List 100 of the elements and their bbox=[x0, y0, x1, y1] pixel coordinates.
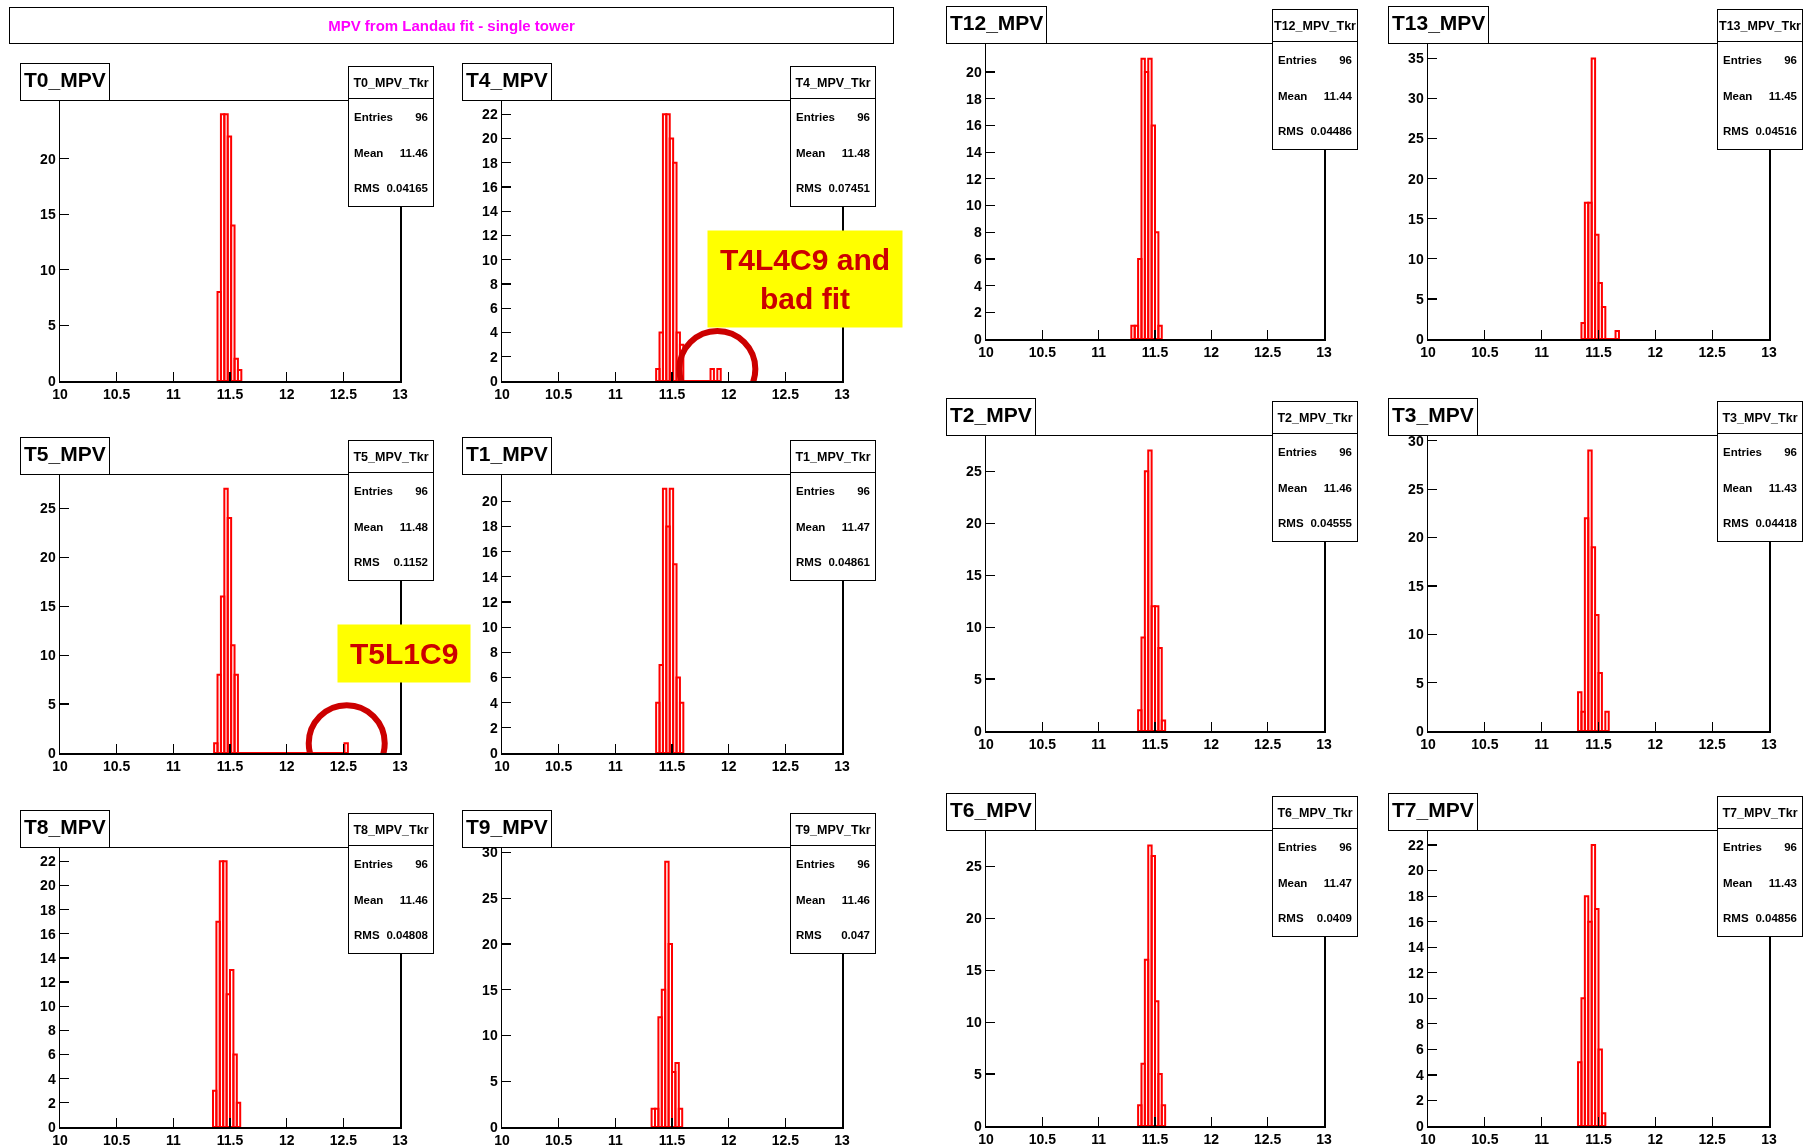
y-tick-label: 20 bbox=[1408, 529, 1424, 546]
text: Mean 11.47 bbox=[796, 520, 870, 533]
y-tick-label: 5 bbox=[489, 1073, 498, 1090]
y-tick-label: 16 bbox=[1408, 913, 1424, 930]
text: Entries 96 bbox=[1723, 840, 1797, 853]
y-tick-label: 2 bbox=[973, 304, 982, 321]
y-tick-label: 25 bbox=[966, 858, 982, 875]
text: Entries 96 bbox=[796, 484, 870, 497]
x-tick-label: 13 bbox=[834, 1132, 850, 1146]
x-tick-label: 13 bbox=[392, 386, 408, 403]
x-tick-label: 12.5 bbox=[329, 1132, 358, 1146]
y-tick-label: 20 bbox=[966, 63, 982, 80]
y-tick-label: 0 bbox=[1415, 1117, 1424, 1134]
text: T2_MPV_Tkr bbox=[1273, 402, 1357, 434]
y-tick-label: 12 bbox=[966, 170, 982, 187]
x-tick-label: 13 bbox=[1316, 736, 1332, 753]
chart-title: T6_MPV bbox=[946, 793, 1036, 831]
x-tick-label: 10.5 bbox=[1471, 344, 1499, 361]
x-tick-label: 12.5 bbox=[329, 758, 358, 775]
text: T6_MPV_Tkr bbox=[1273, 797, 1357, 829]
x-tick-label: 12.5 bbox=[329, 386, 358, 403]
chart-title: T3_MPV bbox=[1392, 403, 1474, 426]
chart-title: T9_MPV bbox=[466, 815, 548, 838]
y-tick-label: 4 bbox=[1415, 1066, 1424, 1083]
y-tick-label: 5 bbox=[1415, 674, 1424, 691]
y-tick-label: 22 bbox=[482, 106, 498, 123]
x-tick-label: 11.5 bbox=[216, 758, 244, 775]
chart-title: T7_MPV bbox=[1388, 793, 1478, 831]
y-tick-label: 14 bbox=[40, 949, 56, 966]
y-tick-label: 14 bbox=[482, 203, 498, 220]
text: T1_MPV_Tkr bbox=[791, 441, 875, 473]
annotation: RMS 0.07451 bbox=[796, 182, 870, 195]
y-tick-label: 25 bbox=[1408, 130, 1424, 147]
x-tick-label: 13 bbox=[1761, 1131, 1777, 1146]
annotation: RMS 0.04555 bbox=[1278, 517, 1352, 530]
y-tick-label: 22 bbox=[40, 853, 56, 870]
y-tick-label: 10 bbox=[482, 251, 498, 268]
x-tick-label: 13 bbox=[1316, 1131, 1332, 1146]
chart-title: T13_MPV bbox=[1388, 6, 1490, 44]
y-tick-label: 10 bbox=[966, 619, 982, 636]
annotation: T5L1C9 bbox=[350, 637, 459, 670]
text: Mean 11.44 bbox=[1278, 89, 1352, 102]
y-tick-label: 14 bbox=[482, 568, 498, 585]
x-tick-label: 13 bbox=[392, 1132, 408, 1146]
y-tick-label: 15 bbox=[1408, 577, 1424, 594]
y-tick-label: 15 bbox=[482, 981, 498, 998]
annotation: RMS 0.04165 bbox=[354, 182, 428, 195]
x-tick-label: 11.5 bbox=[658, 1132, 686, 1146]
y-tick-label: 12 bbox=[40, 973, 56, 990]
annotation: RMS 0.0409 bbox=[1278, 912, 1352, 925]
x-tick-label: 10.5 bbox=[545, 386, 573, 403]
chart-title: T0_MPV bbox=[20, 63, 110, 101]
x-tick-label: 12 bbox=[720, 1132, 737, 1146]
x-tick-label: 11.5 bbox=[1585, 736, 1612, 753]
annotation: RMS 0.04856 bbox=[1723, 912, 1797, 925]
x-tick-label: 12.5 bbox=[1254, 736, 1282, 753]
y-tick-label: 6 bbox=[1415, 1041, 1424, 1058]
x-tick-label: 12 bbox=[1647, 1131, 1664, 1146]
chart-title: T1_MPV bbox=[462, 437, 552, 475]
y-tick-label: 12 bbox=[482, 227, 498, 244]
x-tick-label: 11 bbox=[1534, 344, 1550, 361]
y-tick-label: 0 bbox=[47, 1118, 56, 1135]
text: Entries 96 bbox=[1278, 445, 1352, 458]
x-tick-label: 12 bbox=[1647, 344, 1664, 361]
chart-title: T2_MPV bbox=[946, 398, 1036, 436]
x-tick-label: 11.5 bbox=[658, 758, 686, 775]
y-tick-label: 20 bbox=[40, 877, 56, 894]
y-tick-label: 16 bbox=[966, 117, 982, 134]
x-tick-label: 10.5 bbox=[1028, 344, 1057, 361]
y-tick-label: 5 bbox=[973, 670, 982, 687]
y-tick-label: 6 bbox=[489, 300, 498, 317]
y-tick-label: 2 bbox=[47, 1094, 56, 1111]
y-tick-label: 30 bbox=[1408, 432, 1424, 449]
text: T8_MPV_Tkr bbox=[349, 814, 433, 846]
text: Entries 96 bbox=[354, 110, 428, 123]
y-tick-label: 18 bbox=[40, 901, 56, 918]
y-tick-label: 2 bbox=[489, 719, 498, 736]
text: Entries 96 bbox=[1723, 445, 1797, 458]
x-tick-label: 12.5 bbox=[771, 1132, 800, 1146]
y-tick-label: 15 bbox=[1408, 210, 1424, 227]
x-tick-label: 12.5 bbox=[771, 386, 800, 403]
x-tick-label: 12.5 bbox=[771, 758, 800, 775]
y-tick-label: 0 bbox=[973, 330, 982, 347]
x-tick-label: 10.5 bbox=[545, 758, 573, 775]
x-tick-label: 11 bbox=[607, 1132, 623, 1146]
x-tick-label: 11.5 bbox=[216, 1132, 244, 1146]
y-tick-label: 18 bbox=[482, 154, 498, 171]
x-tick-label: 12 bbox=[1203, 344, 1220, 361]
y-tick-label: 8 bbox=[47, 1022, 56, 1039]
x-tick-label: 11 bbox=[607, 758, 623, 775]
x-tick-label: 10.5 bbox=[1028, 1131, 1057, 1146]
x-tick-label: 13 bbox=[392, 758, 408, 775]
y-tick-label: 12 bbox=[1408, 964, 1424, 981]
y-tick-label: 20 bbox=[966, 910, 982, 927]
text: RMS 0.047 bbox=[796, 929, 870, 942]
y-tick-label: 14 bbox=[966, 144, 982, 161]
chart-title: T4_MPV bbox=[462, 63, 552, 101]
text: Mean 11.43 bbox=[1723, 481, 1797, 494]
x-tick-label: 11.5 bbox=[1585, 1131, 1612, 1146]
x-tick-label: 10.5 bbox=[1471, 736, 1499, 753]
